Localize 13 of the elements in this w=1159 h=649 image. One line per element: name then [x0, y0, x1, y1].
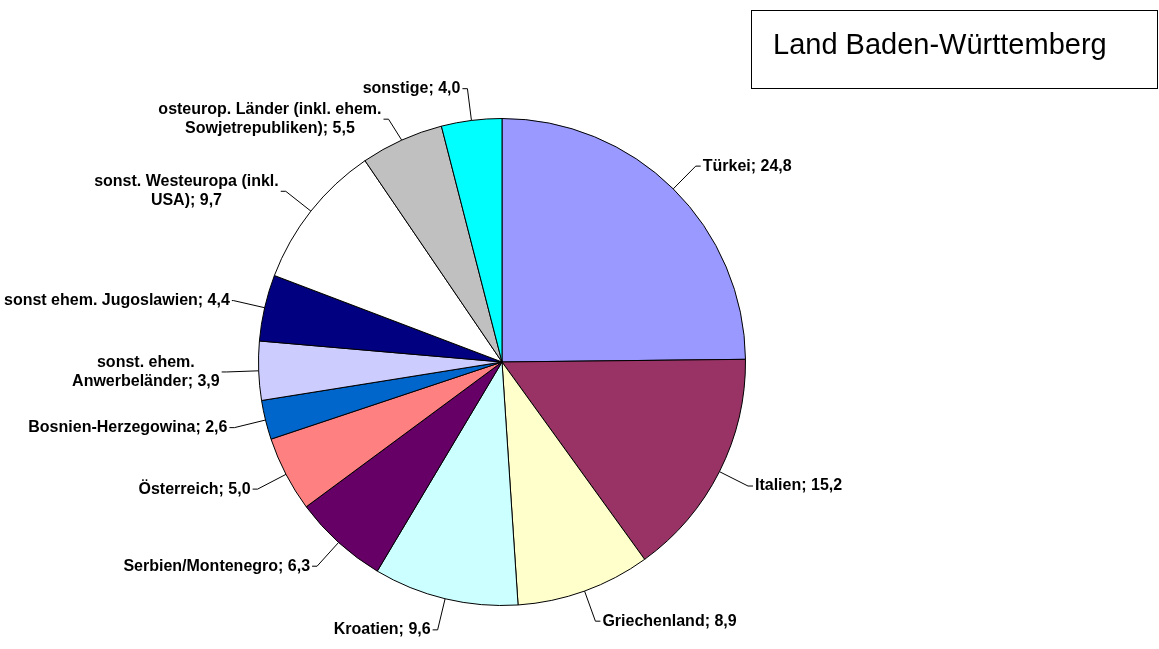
slice-label: sonstige; 4,0 — [362, 79, 461, 97]
slice-label: sonst. Westeuropa (inkl. USA); 9,7 — [94, 172, 279, 209]
slice-label: sonst ehem. Jugoslawien; 4,4 — [4, 290, 230, 308]
slice-label: Kroatien; 9,6 — [333, 620, 431, 638]
slice-label: Serbien/Montenegro; 6,3 — [123, 556, 311, 574]
slice-label: sonst. ehem. Anwerbeländer; 3,9 — [72, 352, 220, 389]
text: Land Baden-Württemberg — [773, 28, 1107, 61]
slice-label: Österreich; 5,0 — [138, 478, 251, 497]
slice-label: Türkei; 24,8 — [702, 156, 792, 174]
slice-label: Italien; 15,2 — [755, 476, 843, 494]
slice-label: Griechenland; 8,9 — [602, 611, 737, 629]
slice-label: osteurop. Länder (inkl. ehem. Sowjetrepubliken); 5,5 — [158, 100, 382, 137]
slice-label: Bosnien-Herzegowina; 2,6 — [28, 418, 228, 436]
